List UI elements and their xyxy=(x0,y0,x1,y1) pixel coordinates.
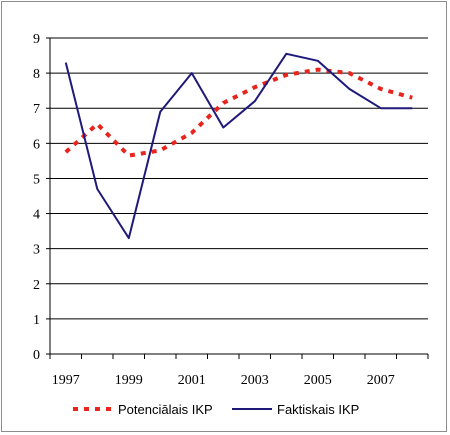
y-tick-label-1: 1 xyxy=(33,313,40,328)
y-tick-label-0: 0 xyxy=(33,348,40,363)
y-tick-label-7: 7 xyxy=(33,102,40,117)
y-tick-label-5: 5 xyxy=(33,172,40,187)
axes xyxy=(46,37,429,359)
series-lines xyxy=(64,52,413,240)
x-tick-label-1997: 1997 xyxy=(52,373,80,388)
x-tick-label-2003: 2003 xyxy=(241,373,269,388)
x-tick-labels: 1997 1999 2001 2003 2005 2007 xyxy=(52,373,395,388)
y-tick-label-9: 9 xyxy=(33,32,40,47)
x-tick-label-1999: 1999 xyxy=(115,373,143,388)
series-line-1 xyxy=(64,52,413,240)
legend-label-actual-gdp: Faktiskais IKP xyxy=(277,402,359,417)
y-tick-labels: 0 1 2 3 4 5 6 7 8 9 xyxy=(33,32,40,363)
y-tick-label-6: 6 xyxy=(33,137,40,152)
x-tick-label-2001: 2001 xyxy=(178,373,206,388)
x-tick-label-2005: 2005 xyxy=(304,373,332,388)
legend: Potenciālais IKP Faktiskais IKP xyxy=(73,402,359,417)
x-tick-label-2007: 2007 xyxy=(367,373,395,388)
y-tick-label-8: 8 xyxy=(33,67,40,82)
y-tick-label-3: 3 xyxy=(33,243,40,258)
y-tick-label-2: 2 xyxy=(33,278,40,293)
gridlines xyxy=(50,37,428,320)
series-line-0 xyxy=(64,67,413,158)
y-tick-label-4: 4 xyxy=(33,208,40,223)
legend-label-potential-gdp: Potenciālais IKP xyxy=(118,402,213,417)
